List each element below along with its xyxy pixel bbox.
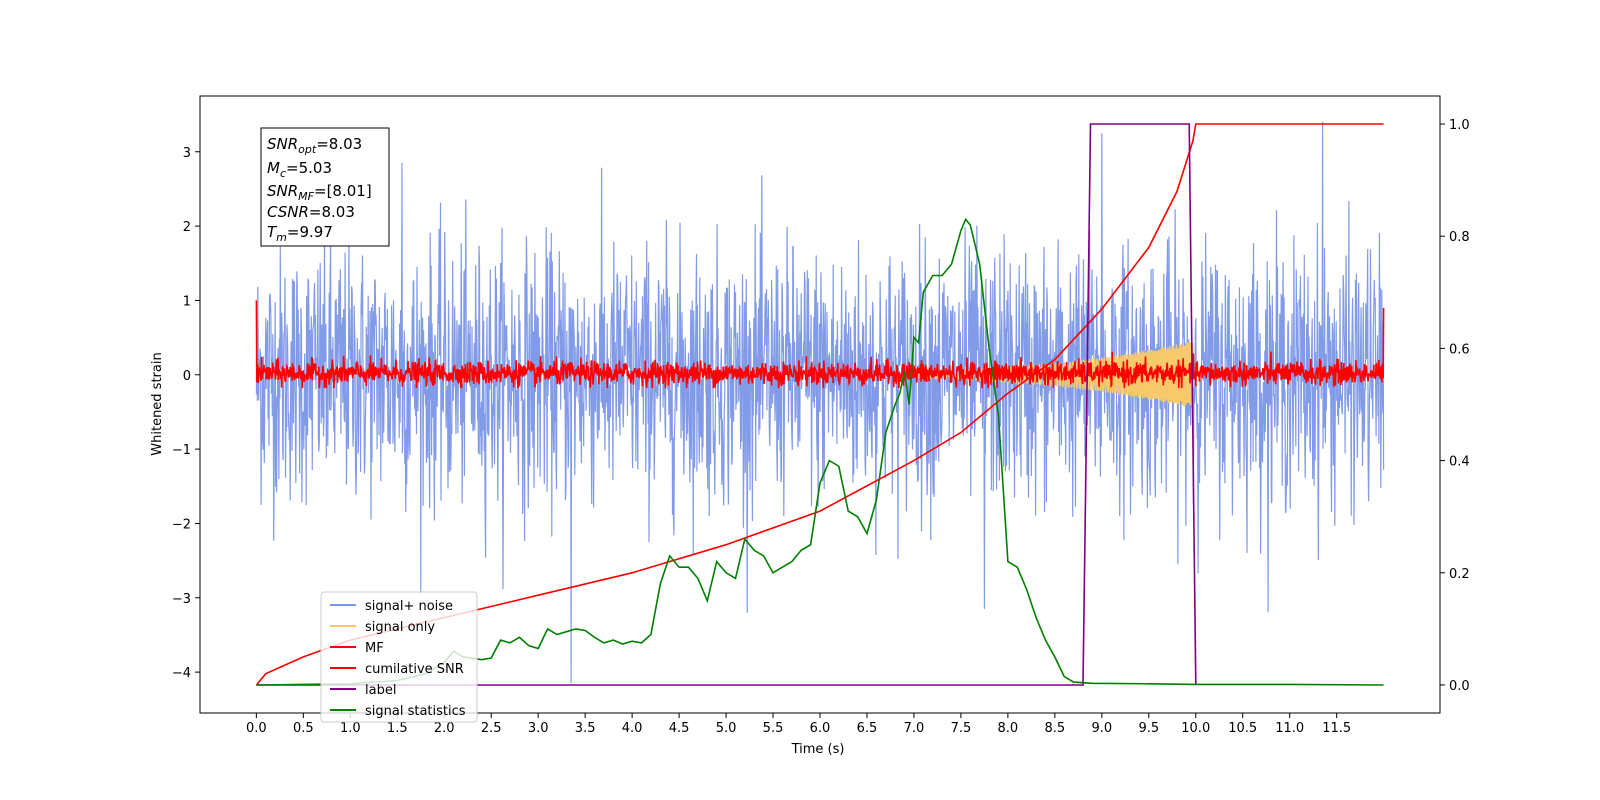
x-tick-label: 4.0	[622, 721, 643, 736]
x-tick-label: 4.5	[669, 721, 690, 736]
x-tick-label: 6.5	[857, 721, 878, 736]
legend-label: signal+ noise	[365, 599, 453, 614]
y-tick-label: 3	[183, 146, 191, 161]
info-box: SNRopt=8.03 Mc=5.03 SNRMF=[8.01] CSNR=8.…	[260, 127, 390, 247]
y2-tick-label: 0.8	[1449, 230, 1470, 245]
x-tick-label: 10.0	[1181, 721, 1210, 736]
info-csnr: CSNR=8.03	[267, 203, 355, 221]
info-tm: Tm=9.97	[267, 223, 333, 244]
x-tick-label: 0.5	[293, 721, 314, 736]
info-box-frame	[260, 127, 390, 247]
info-snr-mf: SNRMF=[8.01]	[267, 182, 372, 203]
y-tick-label: −4	[172, 666, 191, 681]
x-axis-label: Time (s)	[791, 742, 845, 757]
legend: signal+ noise signal only MF cumilative SNR…	[320, 591, 478, 723]
x-tick-label: 1.5	[387, 721, 408, 736]
y-tick-label: 1	[183, 294, 191, 309]
y-axis-label: Whitened strain	[150, 352, 165, 455]
y2-tick-label: 0.0	[1449, 679, 1470, 694]
x-tick-label: 5.5	[763, 721, 784, 736]
x-tick-label: 11.0	[1275, 721, 1304, 736]
x-tick-label: 11.5	[1322, 721, 1351, 736]
y-tick-label: −3	[172, 592, 191, 607]
legend-items: signal+ noise signal only MF cumilative SNR…	[330, 599, 466, 719]
x-tick-label: 10.5	[1228, 721, 1257, 736]
y2-tick-label: 1.0	[1449, 118, 1470, 133]
x-tick-label: 7.5	[951, 721, 972, 736]
legend-label: signal only	[365, 620, 435, 635]
y-ticks: −4 −3 −2 −1 0 1 2 3	[172, 146, 200, 681]
x-tick-label: 0.0	[246, 721, 267, 736]
x-tick-label: 3.5	[575, 721, 596, 736]
legend-label: MF	[365, 641, 384, 656]
x-tick-label: 9.0	[1091, 721, 1112, 736]
series-mf-line	[255, 300, 1385, 389]
legend-label: signal statistics	[365, 704, 466, 719]
info-mc: Mc=5.03	[267, 159, 332, 180]
y-tick-label: 2	[183, 220, 191, 235]
x-tick-label: 9.5	[1138, 721, 1159, 736]
x-tick-label: 8.0	[998, 721, 1019, 736]
x-tick-label: 8.5	[1045, 721, 1066, 736]
series-signal-noise-line	[255, 121, 1385, 684]
y2-ticks: 0.0 0.2 0.4 0.6 0.8 1.0	[1440, 118, 1470, 694]
y-tick-label: −2	[172, 517, 191, 532]
y2-tick-label: 0.2	[1449, 567, 1470, 582]
x-tick-label: 2.5	[481, 721, 502, 736]
legend-frame	[320, 591, 478, 723]
y2-tick-label: 0.4	[1449, 455, 1470, 470]
y-tick-label: 0	[183, 369, 191, 384]
series-signal-statistics-line	[256, 217, 1384, 686]
legend-label: label	[365, 683, 396, 698]
x-tick-label: 1.0	[340, 721, 361, 736]
legend-label: cumilative SNR	[365, 662, 464, 677]
x-tick-label: 6.0	[810, 721, 831, 736]
series-label-line	[256, 123, 1197, 686]
x-tick-label: 7.0	[904, 721, 925, 736]
y-tick-label: −1	[172, 443, 191, 458]
y2-tick-label: 0.6	[1449, 342, 1470, 357]
info-snr-opt: SNRopt=8.03	[267, 135, 362, 156]
x-ticks: 0.0 0.5 1.0 1.5 2.0 2.5 3.0 3.5 4.0 4.5 5.0 5.5 6.0 6…	[246, 713, 1351, 736]
x-tick-label: 2.0	[434, 721, 455, 736]
x-tick-label: 5.0	[716, 721, 737, 736]
x-tick-label: 3.0	[528, 721, 549, 736]
